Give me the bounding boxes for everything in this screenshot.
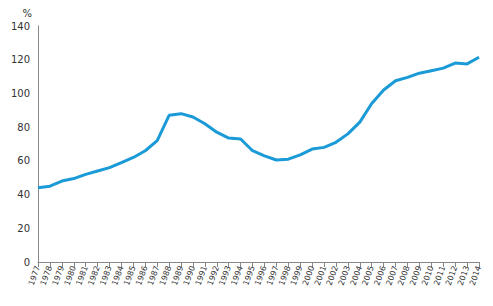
svg-text:1987: 1987 [146, 264, 162, 287]
svg-text:2010: 2010 [420, 264, 436, 287]
svg-text:1988: 1988 [157, 264, 174, 287]
svg-text:1977: 1977 [26, 264, 43, 287]
svg-text:1998: 1998 [277, 264, 293, 287]
svg-text:1982: 1982 [86, 264, 102, 287]
svg-text:1979: 1979 [50, 264, 67, 287]
svg-text:2005: 2005 [360, 264, 376, 287]
svg-text:2011: 2011 [432, 264, 448, 287]
svg-text:1995: 1995 [241, 264, 257, 287]
svg-text:1981: 1981 [74, 264, 90, 287]
svg-text:60: 60 [17, 155, 30, 166]
svg-text:120: 120 [11, 54, 30, 65]
svg-text:1994: 1994 [229, 264, 245, 287]
svg-text:%: % [22, 8, 32, 19]
svg-text:1986: 1986 [134, 264, 150, 287]
svg-text:0: 0 [24, 257, 30, 268]
svg-text:1980: 1980 [62, 264, 78, 287]
svg-text:2008: 2008 [396, 264, 412, 287]
svg-text:2009: 2009 [408, 264, 424, 287]
svg-text:1996: 1996 [253, 264, 269, 287]
svg-text:1990: 1990 [181, 264, 198, 287]
svg-text:2006: 2006 [372, 264, 388, 287]
svg-text:20: 20 [17, 223, 30, 234]
svg-text:2014: 2014 [468, 264, 483, 286]
svg-text:1993: 1993 [217, 264, 233, 287]
svg-text:40: 40 [17, 189, 30, 200]
svg-text:2007: 2007 [384, 264, 400, 287]
svg-text:1983: 1983 [98, 264, 114, 287]
svg-text:1989: 1989 [169, 264, 186, 287]
svg-text:2013: 2013 [455, 264, 472, 287]
svg-text:1985: 1985 [122, 264, 138, 287]
svg-text:1984: 1984 [110, 264, 126, 287]
svg-text:1999: 1999 [289, 264, 305, 287]
svg-text:2002: 2002 [324, 264, 341, 287]
svg-text:1997: 1997 [265, 264, 281, 287]
svg-text:140: 140 [11, 21, 30, 32]
svg-text:1992: 1992 [205, 264, 221, 287]
svg-text:2000: 2000 [300, 264, 317, 287]
svg-text:80: 80 [17, 122, 30, 133]
svg-text:2003: 2003 [336, 264, 353, 287]
svg-text:1991: 1991 [193, 264, 210, 287]
svg-text:1978: 1978 [38, 264, 55, 287]
svg-text:2004: 2004 [348, 264, 364, 287]
svg-text:100: 100 [11, 88, 30, 99]
svg-text:2001: 2001 [312, 264, 329, 287]
svg-text:2012: 2012 [444, 264, 460, 287]
